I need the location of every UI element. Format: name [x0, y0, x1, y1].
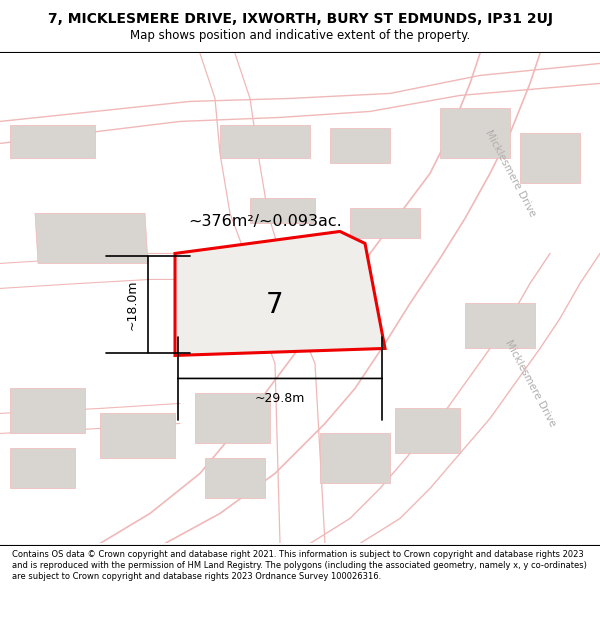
Polygon shape	[395, 409, 460, 453]
Polygon shape	[10, 448, 75, 488]
Polygon shape	[175, 231, 385, 356]
Polygon shape	[250, 198, 315, 223]
Text: ~18.0m: ~18.0m	[125, 279, 139, 329]
Text: ~29.8m: ~29.8m	[255, 392, 305, 406]
Text: ~376m²/~0.093ac.: ~376m²/~0.093ac.	[188, 214, 342, 229]
Polygon shape	[465, 303, 535, 348]
Text: 7, MICKLESMERE DRIVE, IXWORTH, BURY ST EDMUNDS, IP31 2UJ: 7, MICKLESMERE DRIVE, IXWORTH, BURY ST E…	[47, 12, 553, 26]
Polygon shape	[440, 109, 510, 158]
Text: Micklesmere Drive: Micklesmere Drive	[483, 128, 537, 219]
Polygon shape	[205, 458, 265, 498]
Polygon shape	[320, 433, 390, 483]
Polygon shape	[350, 208, 420, 238]
Polygon shape	[220, 126, 310, 158]
Polygon shape	[10, 126, 95, 158]
Polygon shape	[10, 388, 85, 433]
Polygon shape	[520, 133, 580, 183]
Polygon shape	[100, 413, 175, 458]
Text: Micklesmere Drive: Micklesmere Drive	[503, 338, 557, 429]
Polygon shape	[330, 128, 390, 163]
Polygon shape	[195, 394, 270, 443]
Text: 7: 7	[266, 291, 284, 319]
Text: Map shows position and indicative extent of the property.: Map shows position and indicative extent…	[130, 29, 470, 42]
Polygon shape	[35, 213, 148, 263]
Text: Contains OS data © Crown copyright and database right 2021. This information is : Contains OS data © Crown copyright and d…	[12, 550, 587, 581]
